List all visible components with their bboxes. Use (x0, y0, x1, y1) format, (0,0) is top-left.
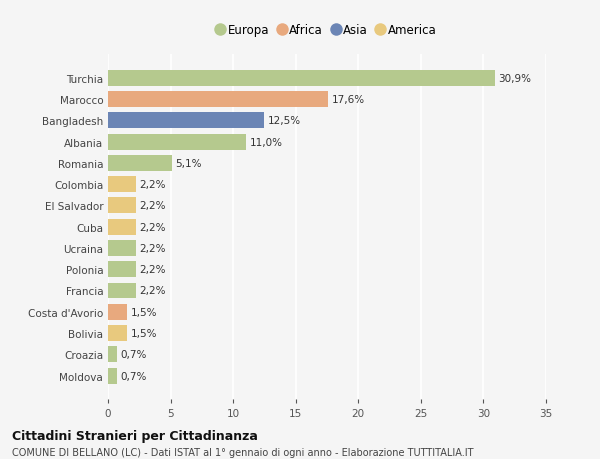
Legend: Europa, Africa, Asia, America: Europa, Africa, Asia, America (212, 20, 442, 42)
Text: COMUNE DI BELLANO (LC) - Dati ISTAT al 1° gennaio di ogni anno - Elaborazione TU: COMUNE DI BELLANO (LC) - Dati ISTAT al 1… (12, 448, 473, 458)
Text: 2,2%: 2,2% (139, 286, 166, 296)
Text: Cittadini Stranieri per Cittadinanza: Cittadini Stranieri per Cittadinanza (12, 429, 258, 442)
Text: 2,2%: 2,2% (139, 243, 166, 253)
Text: 30,9%: 30,9% (499, 74, 532, 84)
Bar (108, 304, 127, 320)
Text: 11,0%: 11,0% (250, 137, 283, 147)
Text: 5,1%: 5,1% (176, 158, 202, 168)
Text: 2,2%: 2,2% (139, 265, 166, 274)
Bar (108, 177, 136, 193)
Bar (108, 262, 136, 278)
Text: 0,7%: 0,7% (121, 349, 147, 359)
Text: 12,5%: 12,5% (268, 116, 301, 126)
Bar (108, 241, 136, 257)
Bar (108, 283, 136, 299)
Bar (108, 219, 136, 235)
Text: 1,5%: 1,5% (131, 307, 157, 317)
Text: 2,2%: 2,2% (139, 222, 166, 232)
Text: 17,6%: 17,6% (332, 95, 365, 105)
Bar (108, 156, 172, 172)
Text: 1,5%: 1,5% (131, 328, 157, 338)
Bar (108, 134, 245, 150)
Bar (108, 347, 117, 363)
Bar (108, 71, 494, 87)
Bar (108, 368, 117, 384)
Bar (108, 92, 328, 108)
Text: 2,2%: 2,2% (139, 180, 166, 190)
Bar (108, 198, 136, 214)
Text: 0,7%: 0,7% (121, 371, 147, 381)
Text: 2,2%: 2,2% (139, 201, 166, 211)
Bar (108, 113, 265, 129)
Bar (108, 325, 127, 341)
